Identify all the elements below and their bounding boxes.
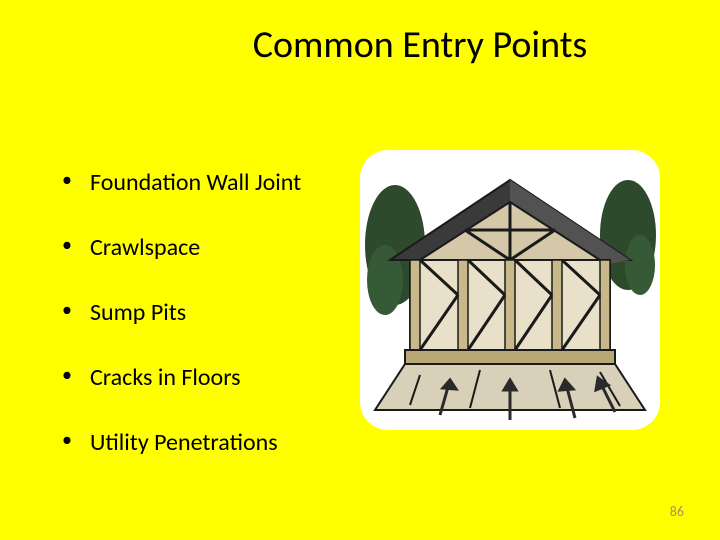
page-number: 86 bbox=[670, 503, 684, 520]
bullet-item: Sump Pits bbox=[62, 298, 382, 327]
bullet-item: Crawlspace bbox=[62, 233, 382, 262]
bullet-text: Sump Pits bbox=[90, 298, 186, 327]
bullet-item: Cracks in Floors bbox=[62, 363, 382, 392]
bullet-text: Cracks in Floors bbox=[90, 363, 241, 392]
bullet-text: Crawlspace bbox=[90, 233, 200, 262]
house-cutaway-icon bbox=[350, 130, 670, 450]
slide: Common Entry Points Foundation Wall Join… bbox=[0, 0, 720, 540]
slide-title: Common Entry Points bbox=[0, 22, 720, 68]
bullet-list: Foundation Wall Joint Crawlspace Sump Pi… bbox=[62, 168, 382, 493]
house-illustration bbox=[350, 130, 670, 450]
bullet-item: Utility Penetrations bbox=[62, 428, 382, 457]
bullet-text: Utility Penetrations bbox=[90, 428, 278, 457]
bullet-text: Foundation Wall Joint bbox=[90, 168, 301, 197]
bullet-item: Foundation Wall Joint bbox=[62, 168, 382, 197]
